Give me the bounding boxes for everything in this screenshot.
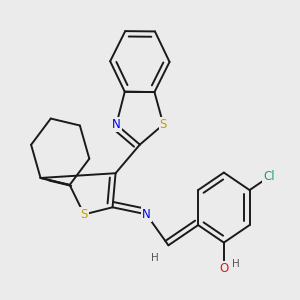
Text: O: O bbox=[219, 262, 229, 275]
Text: H: H bbox=[152, 253, 159, 263]
Text: N: N bbox=[142, 208, 151, 221]
Text: S: S bbox=[160, 118, 167, 131]
Text: S: S bbox=[80, 208, 88, 221]
Text: Cl: Cl bbox=[263, 170, 275, 183]
Text: H: H bbox=[232, 260, 240, 269]
Text: N: N bbox=[112, 118, 121, 131]
